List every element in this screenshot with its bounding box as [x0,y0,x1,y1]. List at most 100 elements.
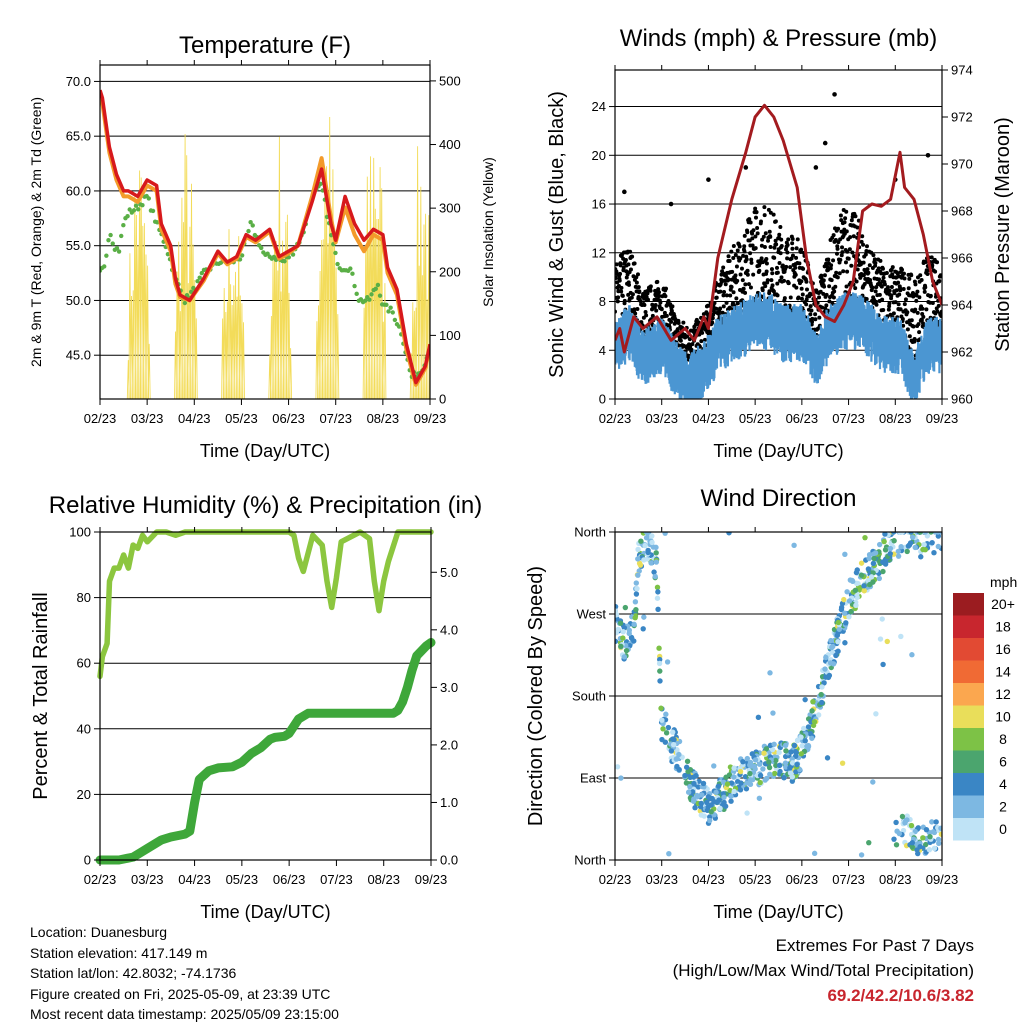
gust-point [620,293,625,298]
direction-point [737,768,744,775]
direction-point [633,591,640,597]
direction-point [904,548,910,555]
gust-point [850,250,855,255]
gust-point [615,299,620,304]
dewpoint-point [350,271,355,276]
gust-point [664,286,669,291]
direction-point [649,539,655,546]
direction-point [683,780,690,786]
direction-point [633,580,639,586]
dewpoint-point [348,266,353,271]
gust-point [742,233,747,238]
direction-point [635,546,641,553]
x-tick-label: 03/23 [645,411,678,426]
direction-point [617,620,624,626]
station-info: Location: Duanesburg Station elevation: … [30,922,339,1025]
gust-point [863,252,868,257]
direction-point [852,587,859,594]
direction-point [791,742,798,749]
dewpoint-point [384,302,389,308]
y-tick-label: 16 [592,197,606,212]
x-tick-label: 06/23 [786,411,819,426]
dewpoint-point [116,249,122,254]
gust-point [923,259,928,264]
direction-point [726,772,733,778]
gust-point [919,317,924,322]
y2-tick-label: 500 [439,73,461,88]
direction-point [738,780,744,786]
direction-point [769,746,776,753]
y-tick-label: 70.0 [66,74,91,89]
gust-point [813,317,818,322]
direction-point [879,616,885,622]
gust-point [913,282,918,287]
gust-point [872,257,877,262]
dewpoint-point [352,283,357,289]
direction-point [663,730,670,736]
gust-point [632,307,637,312]
gust-point [650,302,655,307]
gust-point [712,310,717,315]
direction-point [927,833,933,840]
x-tick-label: 09/23 [926,872,959,887]
gust-point [780,263,785,268]
gust-point [896,280,901,285]
gust-point [777,232,782,237]
extremes-box: Extremes For Past 7 Days (High/Low/Max W… [673,933,974,1008]
x-tick-label: 02/23 [599,872,632,887]
y-tick-label: 100 [69,525,91,540]
gust-point [828,266,833,271]
gust-point [741,253,746,258]
direction-point [773,757,779,764]
gust-point [890,265,895,270]
direction-point [620,635,626,641]
gust-point [844,284,849,289]
gust-point [729,284,734,289]
direction-point [920,835,926,841]
gust-point [881,275,886,280]
dewpoint-point [367,297,372,302]
gust-point [766,207,771,212]
gust-point [885,285,890,290]
gust-point [845,269,850,274]
direction-point [658,705,664,711]
gust-point [786,237,791,242]
direction-point [853,602,859,609]
direction-point [873,711,879,717]
legend-title: mph [990,574,1017,590]
direction-point [858,852,865,858]
relative-humidity-series [97,529,434,680]
gust-point [733,252,738,257]
x-tick-label: 07/23 [832,872,865,887]
gust-point [760,237,765,242]
legend-label: 18 [995,619,1011,635]
direction-point [666,851,672,857]
gust-point [929,255,934,260]
direction-point [835,619,842,626]
direction-point [798,751,805,757]
direction-point [656,645,662,651]
gust-point [939,314,942,319]
x-tick-label: 05/23 [225,411,258,426]
data-layer [615,92,942,399]
direction-point [671,736,677,743]
direction-point [698,800,704,807]
dewpoint-point [150,208,156,214]
gust-point [778,251,783,256]
y-tick-label: 0 [599,392,606,407]
direction-point [615,630,619,636]
gust-point [810,319,815,324]
gust-point [650,313,655,318]
direction-point [756,795,763,801]
direction-point [882,532,888,537]
y2-axis-label: Solar Insolation (Yellow) [480,157,496,307]
gust-point [854,279,859,284]
direction-point [622,604,629,611]
direction-point [920,546,926,553]
gust-point [870,285,875,290]
gust-point [773,219,778,224]
x-tick-label: 08/23 [367,872,400,887]
gust-point [734,264,739,269]
gust-point [880,266,885,271]
direction-point [763,746,770,752]
